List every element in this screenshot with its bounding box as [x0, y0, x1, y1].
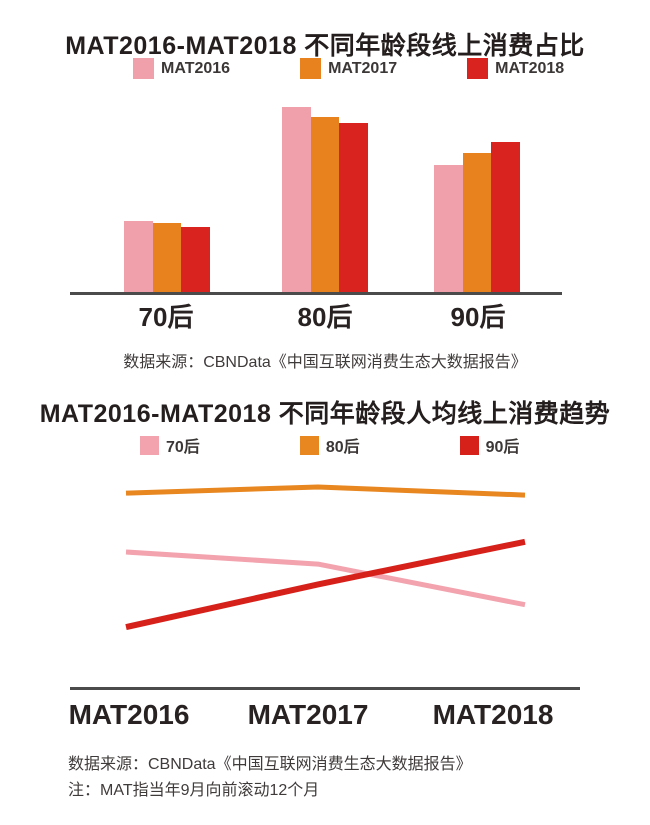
legend-swatch-mat2016 — [133, 58, 154, 79]
line-chart-legend: 70后 80后 90后 — [140, 433, 519, 457]
legend-item-70s: 70后 — [140, 433, 200, 457]
legend-item-mat2016: MAT2016 — [133, 58, 230, 79]
legend-label-mat2016: MAT2016 — [161, 59, 231, 77]
xlabel-mat2017: MAT2017 — [247, 699, 369, 730]
legend-item-90s: 90后 — [459, 433, 520, 457]
bar-MAT2016-90后 — [434, 164, 463, 292]
legend-label-80s: 80后 — [325, 439, 360, 456]
bar-MAT2018-90后 — [491, 142, 521, 292]
legend-item-mat2017: MAT2017 — [300, 58, 397, 79]
bar-group-80后 — [282, 106, 369, 292]
legend-swatch-70s — [140, 435, 159, 455]
line-90后 — [125, 538, 526, 631]
bar-chart-legend: MAT2016 MAT2017 MAT2018 — [133, 58, 564, 79]
bar-chart-source: 数据来源：CBNData《中国互联网消费生态大数据报告》 — [123, 354, 527, 371]
legend-swatch-90s — [459, 435, 479, 455]
bar-MAT2017-90后 — [462, 153, 492, 292]
legend-swatch-mat2017 — [300, 58, 322, 79]
bar-group-70后 — [124, 220, 211, 292]
bar-category-70s: 70后 — [138, 302, 194, 332]
bar-MAT2018-80后 — [339, 122, 369, 292]
bar-category-80s: 80后 — [297, 302, 353, 332]
legend-item-mat2018: MAT2018 — [467, 58, 564, 79]
line-chart-source: 数据来源：CBNData《中国互联网消费生态大数据报告》 — [68, 756, 472, 773]
bar-chart-title: MAT2016-MAT2018 不同年龄段线上消费占比 — [65, 32, 585, 60]
line-70后 — [125, 549, 526, 608]
line-80后 — [125, 484, 526, 498]
bar-category-90s: 90后 — [450, 302, 506, 332]
xlabel-mat2018: MAT2018 — [432, 699, 554, 730]
bar-group-90后 — [434, 142, 521, 292]
bar-MAT2017-70后 — [152, 222, 182, 292]
bar-MAT2016-80后 — [282, 106, 311, 292]
line-chart-title: MAT2016-MAT2018 不同年龄段人均线上消费趋势 — [39, 400, 611, 428]
legend-label-mat2018: MAT2018 — [495, 59, 565, 77]
bar-chart-x-axis — [70, 292, 562, 295]
xlabel-mat2016: MAT2016 — [68, 699, 190, 730]
legend-label-90s: 90后 — [485, 439, 520, 456]
legend-item-80s: 80后 — [299, 433, 360, 457]
bar-MAT2018-70后 — [181, 227, 211, 292]
line-chart-x-axis — [70, 687, 580, 690]
legend-swatch-mat2018 — [467, 58, 489, 79]
bar-MAT2017-80后 — [310, 116, 340, 292]
legend-label-mat2017: MAT2017 — [328, 59, 398, 77]
bar-MAT2016-70后 — [124, 220, 153, 292]
bar-chart-plot — [72, 100, 565, 292]
legend-swatch-80s — [299, 435, 319, 455]
line-chart-note: 注：MAT指当年9月向前滚动12个月 — [68, 782, 320, 799]
legend-label-70s: 70后 — [166, 439, 200, 456]
